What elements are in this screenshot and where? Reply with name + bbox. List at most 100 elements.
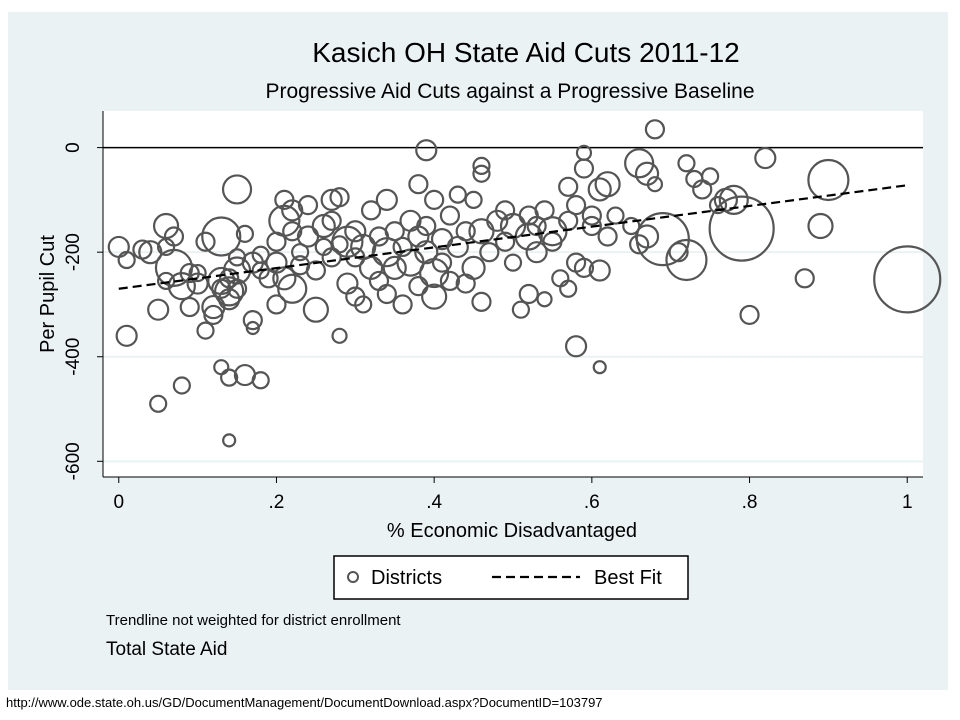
district-point: [188, 263, 207, 283]
district-point: [245, 320, 260, 336]
district-point: [297, 195, 319, 216]
district-point: [486, 209, 509, 232]
district-point: [807, 212, 834, 240]
district-point: [214, 276, 245, 307]
district-point: [565, 195, 587, 216]
district-point: [525, 241, 548, 264]
district-point: [588, 259, 611, 282]
chart-subtitle: Progressive Aid Cuts against a Progressi…: [265, 80, 754, 103]
district-point: [464, 190, 483, 209]
district-point: [416, 215, 437, 237]
district-point: [624, 148, 655, 179]
district-point: [597, 226, 618, 247]
x-tick-label: .6: [584, 492, 600, 513]
district-point: [479, 242, 500, 263]
district-point: [331, 327, 348, 344]
district-point: [235, 224, 255, 243]
district-point: [242, 310, 263, 331]
district-point: [471, 291, 492, 312]
legend: Districts Best Fit: [333, 555, 689, 600]
district-point: [573, 158, 595, 179]
x-tick-label: 0: [113, 492, 124, 513]
district-point: [472, 156, 491, 175]
district-point: [226, 278, 248, 299]
district-point: [392, 294, 413, 315]
district-point: [414, 240, 439, 265]
district-point: [220, 368, 239, 387]
district-point: [559, 279, 578, 298]
district-point: [665, 238, 708, 282]
district-point: [573, 257, 595, 278]
district-point: [518, 283, 539, 305]
district-point: [701, 167, 720, 186]
district-point: [281, 199, 304, 222]
district-point: [581, 205, 602, 226]
district-point: [272, 266, 297, 291]
district-point: [495, 200, 516, 221]
district-point: [807, 158, 850, 202]
best-fit-line: [118, 184, 908, 290]
district-point: [503, 253, 523, 272]
district-point: [320, 188, 343, 211]
district-point: [384, 221, 405, 242]
y-axis-ticks: 0 -200 -400 -600: [63, 142, 103, 480]
district-point: [461, 255, 486, 280]
district-point: [196, 321, 215, 340]
district-point: [537, 216, 568, 247]
district-point: [392, 236, 413, 258]
district-point: [677, 154, 696, 173]
district-point: [439, 270, 461, 292]
district-point: [644, 119, 666, 140]
legend-label-districts: Districts: [371, 567, 442, 589]
district-point: [468, 218, 495, 245]
district-point: [448, 185, 467, 204]
district-point: [536, 291, 553, 308]
district-point: [421, 283, 448, 310]
district-point: [329, 187, 350, 208]
y-axis-label: Per Pupil Cut: [37, 235, 59, 353]
district-point: [376, 283, 397, 305]
x-tick-label: .2: [269, 492, 285, 513]
district-point: [594, 171, 621, 198]
district-point: [360, 200, 382, 221]
district-point: [439, 205, 461, 226]
district-point: [495, 231, 516, 252]
district-point: [277, 273, 308, 304]
chart-title: Kasich OH State Aid Cuts 2011-12: [312, 37, 740, 68]
district-point: [167, 272, 196, 301]
y-tick-label: -200: [63, 233, 84, 271]
district-point: [147, 298, 170, 321]
district-point: [345, 247, 366, 268]
district-point: [587, 177, 612, 202]
district-point: [472, 164, 491, 183]
y-tick-label: -600: [63, 442, 84, 480]
y-tick-label: -400: [63, 338, 84, 376]
district-point: [149, 394, 168, 413]
district-point: [115, 324, 138, 347]
district-point: [117, 250, 136, 270]
legend-label-best-fit: Best Fit: [594, 567, 662, 589]
district-point: [266, 294, 287, 315]
district-point: [344, 220, 367, 243]
district-point: [302, 296, 329, 323]
district-point: [172, 376, 191, 395]
plot-area: [103, 111, 923, 477]
district-point: [754, 146, 777, 170]
district-point: [511, 300, 530, 319]
district-point: [407, 225, 430, 248]
district-point: [282, 221, 303, 242]
district-point: [163, 226, 185, 247]
scatter-chart: Kasich OH State Aid Cuts 2011-12 Progres…: [37, 37, 942, 660]
district-point: [646, 176, 664, 193]
district-point: [708, 195, 775, 262]
district-point: [424, 189, 445, 210]
data-points: [107, 119, 942, 448]
legend-box: [333, 555, 689, 600]
x-axis-ticks: 0 .2 .4 .6 .8 1: [113, 477, 913, 513]
district-point: [305, 260, 326, 281]
district-point: [408, 174, 429, 195]
district-point: [265, 251, 288, 274]
district-point: [606, 206, 625, 225]
note-trendline: Trendline not weighted for district enro…: [106, 612, 401, 629]
district-point: [455, 221, 476, 242]
